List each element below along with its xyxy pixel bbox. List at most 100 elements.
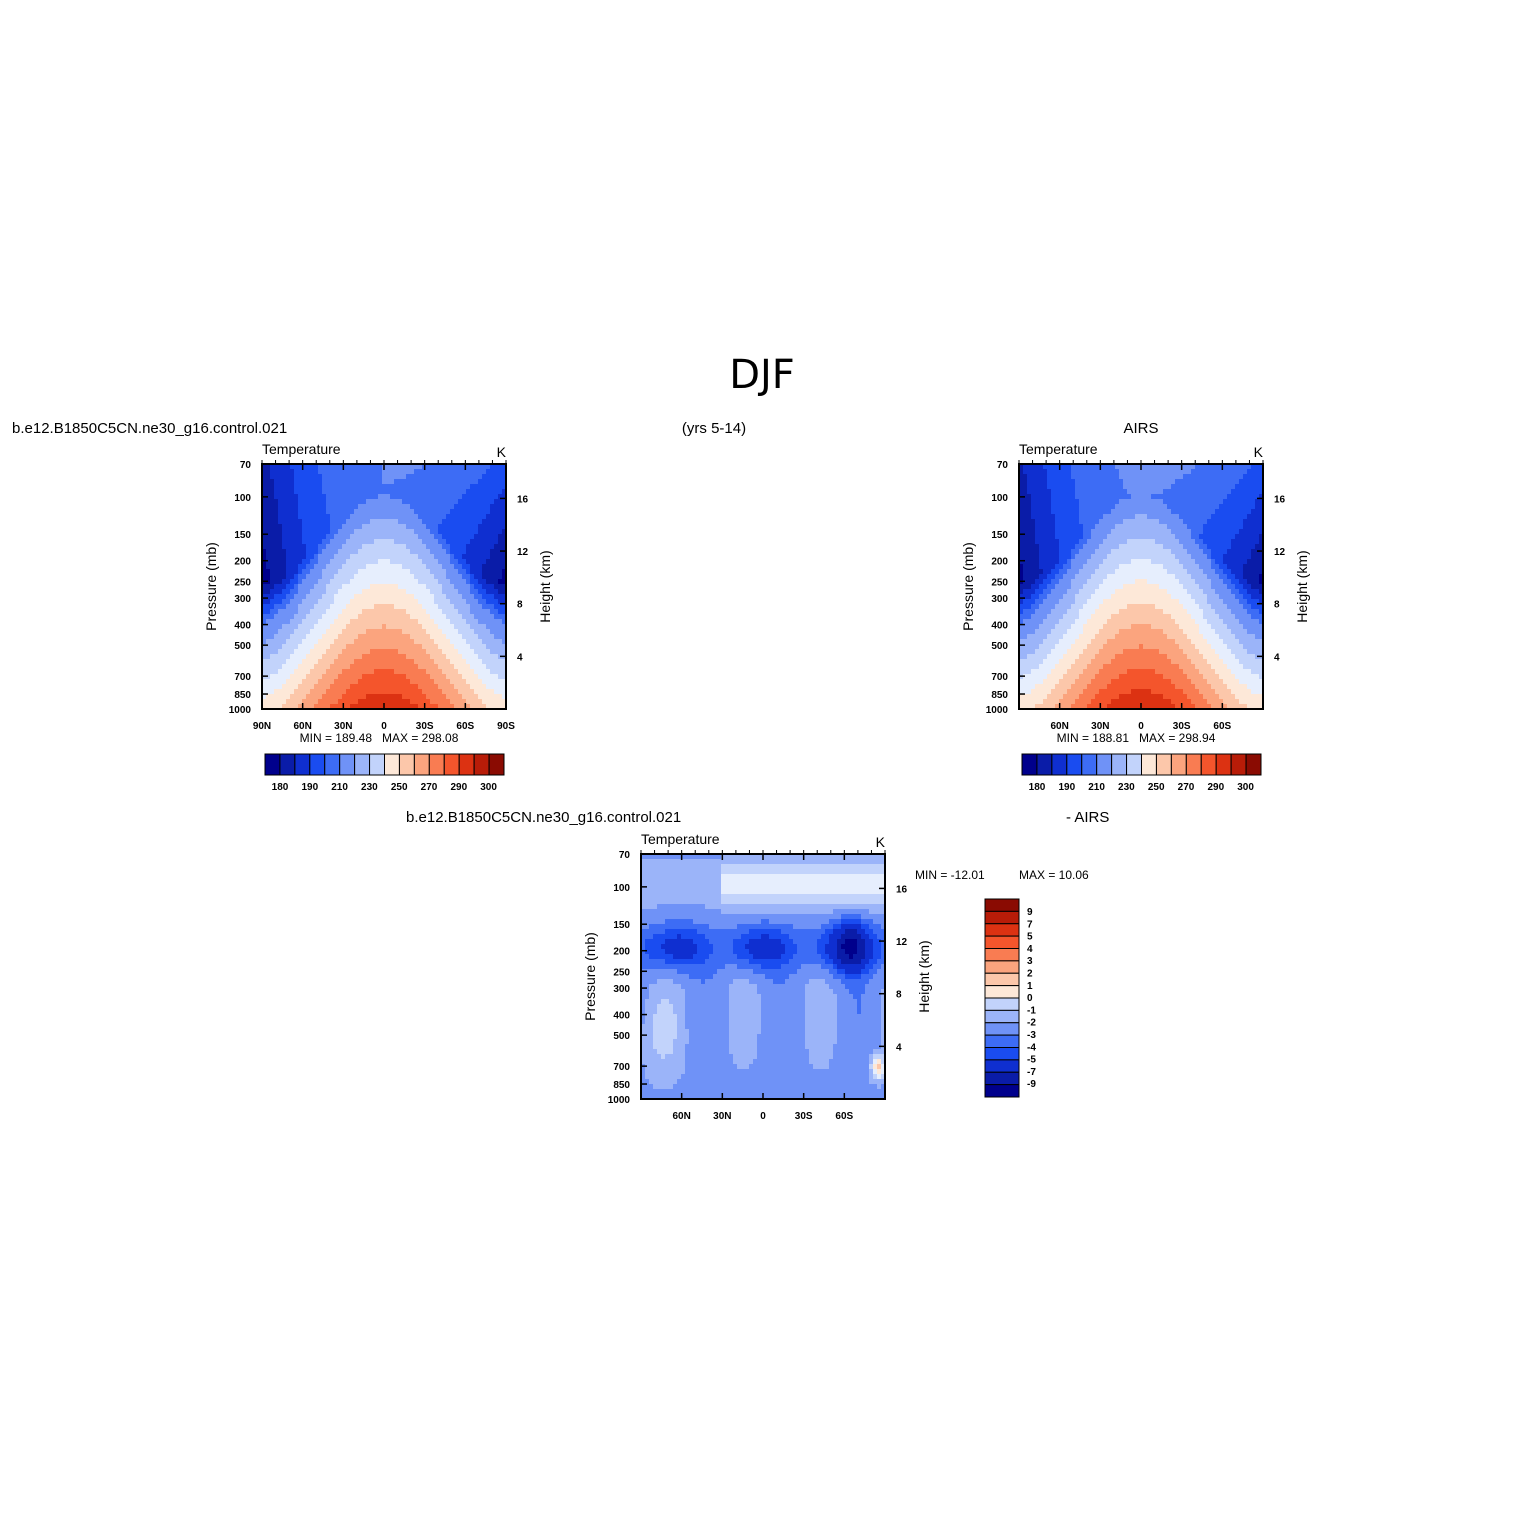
colorbar-box [384, 753, 400, 776]
y-right-axis-label-obs: Height (km) [1294, 550, 1310, 622]
x-tick-label-diff: 30S [795, 1111, 813, 1122]
x-tick-label-diff: 60S [835, 1111, 853, 1122]
y-tick-label-obs: 300 [991, 594, 1008, 605]
plot-obs: Temperature K 60N 30N 0 30S 60S 70 100 150 200 250 3… [960, 441, 1310, 793]
colorbar-label-diff: -1 [1027, 1005, 1036, 1016]
plot-model: Temperature K 90N 60N 30N 0 30S 60S 90S 70 100 150 2… [203, 441, 553, 793]
colorbar-box [443, 753, 460, 776]
colorbar-box [984, 910, 1020, 925]
colorbar-obs: 180 190 210 230 250 270 290 300 [1021, 753, 1262, 793]
colorbar-box [984, 960, 1020, 974]
colorbar-box [1126, 753, 1142, 776]
colorbar-box [1200, 753, 1217, 776]
colorbar-label-obs: 210 [1088, 782, 1105, 793]
colorbar-box [984, 1034, 1020, 1048]
y-tick-label-diff: 100 [613, 883, 630, 894]
field-obs [1019, 464, 1264, 710]
colorbar-label-diff: -3 [1027, 1030, 1036, 1041]
colorbar-box [1230, 753, 1247, 776]
field-model [262, 464, 507, 710]
y-tick-label-diff: 850 [613, 1080, 630, 1091]
panel-obs: AIRS Temperature K 60N 30N 0 30S 60S 70 100 150 20… [960, 420, 1310, 793]
field-diff [641, 854, 886, 1100]
colorbar-label-model: 270 [421, 782, 438, 793]
y-right-tick-label-model: 16 [517, 494, 529, 505]
panel-model-center-title: (yrs 5-14) [682, 420, 746, 437]
colorbar-box [458, 753, 475, 776]
y-right-tick-label-obs: 8 [1274, 600, 1280, 611]
colorbar-label-model: 230 [361, 782, 378, 793]
y-tick-label-model: 150 [234, 530, 251, 541]
colorbar-box [264, 753, 281, 776]
colorbar-label-obs: 290 [1207, 782, 1224, 793]
y-tick-label-model: 70 [240, 460, 252, 471]
x-tick-label-model: 60S [456, 721, 474, 732]
colorbar-box [294, 753, 311, 776]
colorbar-label-obs: 190 [1058, 782, 1075, 793]
colorbar-box [984, 923, 1020, 937]
y-tick-label-diff: 200 [613, 947, 630, 958]
colorbar-box [413, 753, 430, 776]
variable-label-model: Temperature [262, 441, 341, 457]
colorbar-box [984, 1022, 1020, 1036]
colorbar-box [1081, 753, 1098, 776]
y-tick-label-diff: 150 [613, 920, 630, 931]
y-tick-label-model: 400 [234, 621, 251, 632]
colorbar-diff: 97 543 210-1 -2-3-4 -5-7-9 [984, 898, 1036, 1098]
colorbar-box [1051, 753, 1068, 776]
y-axis-label-diff: Pressure (mb) [582, 932, 598, 1021]
y-tick-label-obs: 70 [997, 460, 1009, 471]
panel-diff: b.e12.B1850C5CN.ne30_g16.control.021 - A… [406, 809, 1109, 1122]
max-label-diff: MAX = 10.06 [1019, 868, 1089, 882]
colorbar-label-diff: 7 [1027, 919, 1033, 930]
colorbar-label-diff: 3 [1027, 956, 1033, 967]
max-label-obs: MAX = 298.94 [1139, 731, 1216, 745]
colorbar-label-diff: 4 [1027, 944, 1033, 955]
colorbar-label-obs: 180 [1029, 782, 1046, 793]
max-label-model: MAX = 298.08 [382, 731, 459, 745]
colorbar-label-diff: 9 [1027, 907, 1033, 918]
colorbar-label-model: 180 [272, 782, 289, 793]
variable-label-diff: Temperature [641, 831, 720, 847]
y-tick-label-obs: 250 [991, 577, 1008, 588]
colorbar-box [1245, 753, 1262, 776]
colorbar-label-diff: 0 [1027, 993, 1033, 1004]
y-right-tick-label-obs: 16 [1274, 494, 1286, 505]
colorbar-box [1141, 753, 1157, 776]
x-tick-label-model: 90S [497, 721, 515, 732]
y-right-tick-label-diff: 12 [896, 937, 908, 948]
colorbar-box [984, 935, 1020, 949]
y-right-tick-label-model: 12 [517, 547, 529, 558]
colorbar-label-model: 300 [480, 782, 497, 793]
y-tick-label-model: 500 [234, 641, 251, 652]
y-tick-label-diff: 250 [613, 967, 630, 978]
colorbar-box [398, 753, 415, 776]
colorbar-box [1066, 753, 1083, 776]
y-right-tick-label-model: 4 [517, 652, 523, 663]
colorbar-box [473, 753, 490, 776]
x-tick-label-model: 0 [381, 721, 387, 732]
colorbar-label-diff: -5 [1027, 1055, 1036, 1066]
y-tick-label-obs: 500 [991, 641, 1008, 652]
y-tick-label-diff: 70 [619, 850, 631, 861]
y-right-tick-label-model: 8 [517, 600, 523, 611]
y-right-tick-label-diff: 4 [896, 1042, 902, 1053]
colorbar-box [984, 997, 1020, 1011]
colorbar-label-model: 290 [450, 782, 467, 793]
y-tick-label-model: 100 [234, 493, 251, 504]
panel-diff-left-title: b.e12.B1850C5CN.ne30_g16.control.021 [406, 809, 681, 826]
colorbar-label-obs: 250 [1148, 782, 1165, 793]
colorbar-box [1096, 753, 1113, 776]
colorbar-box [1155, 753, 1172, 776]
colorbar-box [354, 753, 371, 776]
units-label-obs: K [1254, 444, 1264, 460]
colorbar-label-diff: -9 [1027, 1079, 1036, 1090]
y-tick-label-diff: 1000 [608, 1095, 631, 1106]
y-tick-label-obs: 100 [991, 493, 1008, 504]
units-label-model: K [497, 444, 507, 460]
y-tick-label-model: 1000 [229, 705, 252, 716]
colorbar-box [488, 753, 505, 776]
colorbar-label-obs: 230 [1118, 782, 1135, 793]
y-tick-label-obs: 1000 [986, 705, 1009, 716]
y-right-tick-label-diff: 16 [896, 884, 908, 895]
